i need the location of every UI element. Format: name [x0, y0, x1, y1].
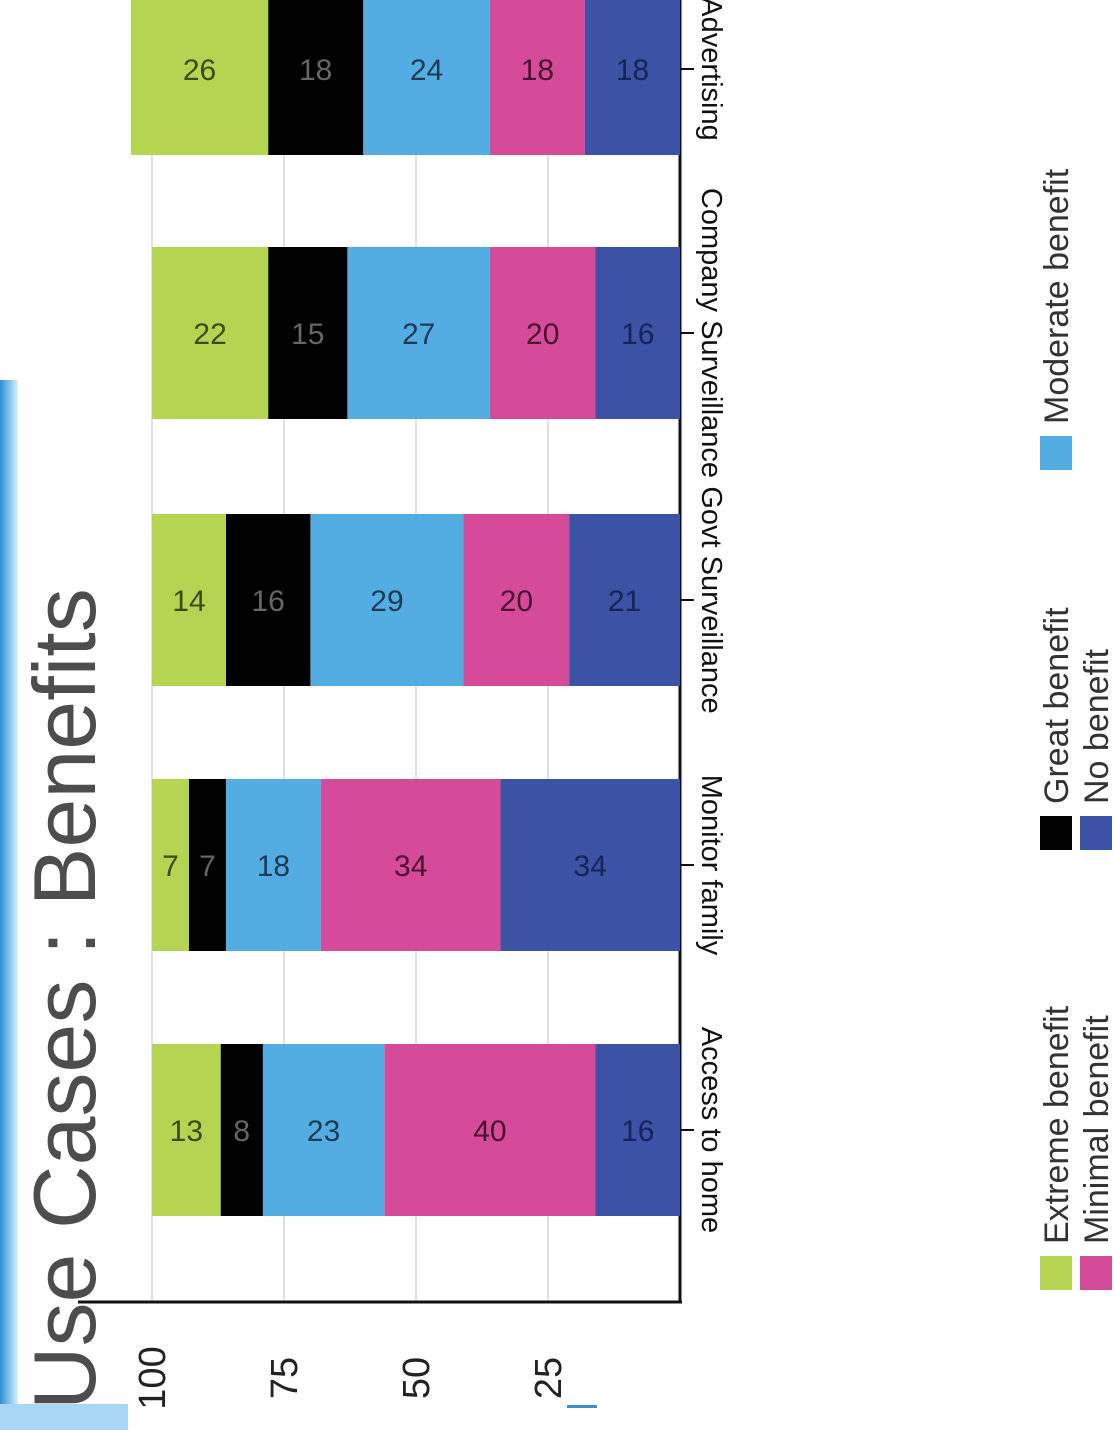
bar-segment — [130, 0, 269, 155]
bar-segment — [152, 514, 226, 686]
data-label: 20 — [500, 585, 533, 618]
category-label: Monitor family — [695, 775, 727, 956]
y-tick-label: 75 — [264, 1357, 306, 1399]
legend-swatch — [1080, 816, 1112, 850]
legend-swatch — [1040, 816, 1072, 850]
legend-label: Minimal benefit — [1078, 1015, 1114, 1244]
bar-segment — [384, 1044, 596, 1216]
category-label: Advertising — [695, 0, 727, 141]
bar-segment — [268, 0, 364, 155]
data-label: 24 — [410, 54, 443, 87]
bar-segment — [463, 514, 570, 686]
bar-segment — [188, 779, 226, 951]
data-label: 22 — [193, 318, 226, 351]
y-tick-label: 25 — [528, 1357, 570, 1399]
data-label: 20 — [526, 318, 559, 351]
left-accent-stripe — [0, 380, 18, 1430]
rotated-chart-group: Use Cases : Benefits 100 75 50 25 16 40 23 8 13 A… — [15, 0, 1114, 1410]
bar-segment — [489, 0, 585, 155]
data-label: 26 — [183, 54, 216, 87]
data-label: 34 — [394, 850, 427, 883]
bar-segment — [152, 779, 189, 951]
data-label: 15 — [291, 318, 324, 351]
bar-segment — [225, 514, 311, 686]
y-tick-label: 100 — [132, 1346, 174, 1409]
category-label: Govt Surveillance — [695, 486, 727, 713]
legend-swatch — [1080, 1256, 1112, 1290]
data-label: 7 — [199, 850, 216, 883]
legend-swatch — [1040, 436, 1072, 470]
bar-segment — [584, 0, 681, 155]
legend-label: Great benefit — [1038, 607, 1076, 804]
axis-mark — [567, 1405, 597, 1408]
bar-segment — [152, 1044, 221, 1216]
data-label: 23 — [307, 1115, 340, 1148]
data-label: 16 — [621, 318, 654, 351]
data-label: 40 — [473, 1115, 506, 1148]
slide-title: Use Cases : Benefits — [15, 588, 114, 1410]
data-label: 18 — [521, 54, 554, 87]
bar-segment — [347, 247, 490, 419]
bar-segment — [363, 0, 490, 155]
data-label: 16 — [621, 1115, 654, 1148]
stacked-bar-chart: 100 75 50 25 16 40 23 8 13 Access to home 34 34 18 77… — [78, 0, 727, 1410]
bar-segment — [595, 247, 681, 419]
legend-label: Moderate benefit — [1038, 168, 1076, 424]
data-label: 18 — [616, 54, 649, 87]
category-label: Company Surveillance — [695, 188, 727, 478]
data-label: 7 — [162, 850, 179, 883]
bar-segment — [220, 1044, 263, 1216]
data-label: 16 — [251, 585, 284, 618]
chart-legend: Extreme benefit Great benefit Moderate ben… — [1038, 168, 1114, 1290]
data-label: 27 — [402, 318, 435, 351]
bar-segment — [500, 779, 681, 951]
legend-label: Extreme benefit — [1038, 1005, 1076, 1244]
data-label: 13 — [170, 1115, 203, 1148]
bar-segment — [569, 514, 680, 686]
bar-segment — [225, 779, 321, 951]
category-label: Access to home — [695, 1027, 727, 1233]
bottom-accent-strip — [0, 1404, 128, 1430]
data-label: 18 — [299, 54, 332, 87]
bar-segment — [268, 247, 348, 419]
bar-segment — [152, 247, 269, 419]
bar-segment — [489, 247, 596, 419]
bar-segment — [310, 514, 464, 686]
data-label: 29 — [370, 585, 403, 618]
legend-swatch — [1040, 1256, 1072, 1290]
data-label: 21 — [608, 585, 641, 618]
data-label: 14 — [172, 585, 205, 618]
bar-segment — [320, 779, 501, 951]
data-label: 34 — [574, 850, 607, 883]
bar-segment — [262, 1044, 385, 1216]
decor-layer — [0, 380, 597, 1430]
data-label: 18 — [257, 850, 290, 883]
bar-segment — [595, 1044, 681, 1216]
y-tick-label: 50 — [396, 1357, 438, 1399]
data-label: 8 — [233, 1115, 250, 1148]
legend-label: No benefit — [1078, 648, 1114, 804]
